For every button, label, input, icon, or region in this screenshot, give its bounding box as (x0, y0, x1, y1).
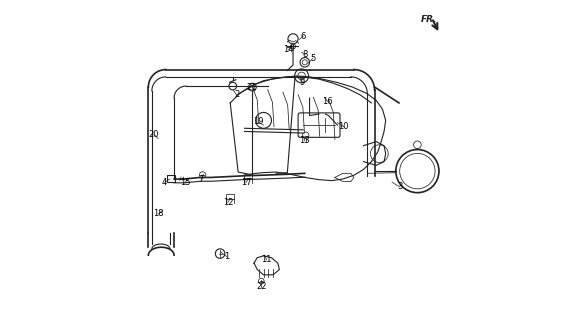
Text: 6: 6 (300, 32, 306, 41)
Text: FR.: FR. (421, 15, 437, 24)
Text: 7: 7 (198, 174, 204, 184)
Text: 11: 11 (261, 255, 272, 264)
Text: 15: 15 (180, 178, 191, 187)
Text: 16: 16 (322, 97, 333, 106)
Text: 14: 14 (284, 45, 294, 54)
Text: 5: 5 (310, 54, 315, 63)
Text: 1: 1 (224, 252, 229, 261)
Text: 13: 13 (299, 136, 310, 146)
Text: 18: 18 (153, 209, 163, 219)
Text: 17: 17 (241, 178, 252, 187)
Text: 20: 20 (149, 130, 159, 139)
Text: 10: 10 (339, 122, 349, 131)
Text: 12: 12 (223, 198, 233, 207)
Text: 4: 4 (162, 178, 167, 187)
Text: 19: 19 (253, 117, 263, 126)
Text: 9: 9 (300, 78, 305, 87)
Text: 22: 22 (256, 282, 267, 292)
Text: 8: 8 (302, 50, 308, 59)
Text: 3: 3 (397, 182, 403, 191)
Text: 2: 2 (234, 91, 239, 100)
Text: 21: 21 (246, 83, 257, 92)
